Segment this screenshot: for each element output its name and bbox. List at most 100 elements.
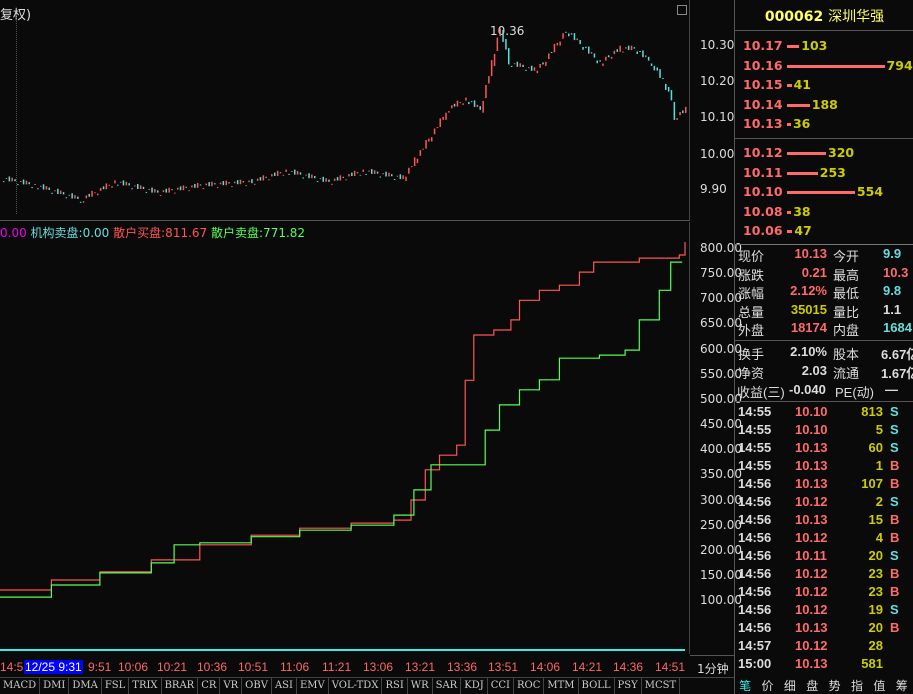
panel-tab[interactable]: 值	[873, 679, 886, 693]
indicator-tab[interactable]: KDJ	[461, 678, 488, 694]
trade-price: 10.12	[795, 638, 828, 653]
indicator-tab[interactable]: DMI	[40, 678, 70, 694]
ask-row[interactable]: 10.14 188	[743, 97, 838, 115]
panel-tab[interactable]: 笔	[739, 679, 752, 693]
price-bar	[182, 185, 185, 191]
stat-label: 股本	[833, 347, 860, 362]
selected-time[interactable]: 12/25 9:31	[24, 660, 83, 674]
panel-tab[interactable]: 筹	[895, 679, 908, 693]
time-label: 11:06	[280, 660, 310, 674]
indicator-tab[interactable]: RSI	[382, 678, 408, 694]
indicator-tab[interactable]: VOL-TDX	[329, 678, 383, 694]
indicator-tab[interactable]: FSL	[102, 678, 130, 694]
indicator-tab[interactable]: BOLL	[579, 678, 615, 694]
maximize-icon[interactable]	[677, 5, 687, 15]
ask-row[interactable]: 10.17 103	[743, 38, 827, 56]
indicator-tab[interactable]: OBV	[242, 678, 272, 694]
price-bar	[602, 63, 604, 66]
indicator-tabs: MACD DMI DMA FSL TRIX BRAR CR VR OBV ASI EMV VOL-TD…	[0, 677, 735, 694]
price-bar	[54, 190, 56, 192]
ask-row[interactable]: 10.15 41	[743, 77, 811, 95]
crosshair-line	[16, 14, 17, 214]
panel-tab[interactable]: 势	[828, 679, 841, 693]
stat-value: 2.03	[801, 363, 827, 378]
indicator-tick: 150.00	[700, 567, 742, 582]
price-bar	[596, 60, 598, 64]
trade-volume: 28	[868, 638, 883, 653]
price-bar	[42, 184, 45, 190]
price-bar	[630, 45, 633, 50]
stat-label: 换手	[738, 347, 765, 362]
price-bar	[456, 100, 459, 107]
price-chart-panel[interactable]: 复权) 10.36	[0, 0, 690, 221]
high-price-marker: 10.36	[490, 24, 525, 38]
price-bar	[71, 193, 73, 199]
price-bar	[510, 65, 513, 67]
bid-row[interactable]: 10.06 47	[743, 223, 812, 241]
bid-row[interactable]: 10.10 554	[743, 184, 883, 202]
indicator-tick: 100.00	[700, 593, 742, 608]
indicator-tab[interactable]: CR	[198, 678, 221, 694]
price-bar	[448, 111, 450, 113]
volume-bar	[786, 84, 792, 87]
bid-row[interactable]: 10.08 38	[743, 204, 811, 222]
level-volume: 253	[819, 164, 846, 180]
price-tick: 10.10	[700, 110, 735, 124]
trade-time: 14:56	[738, 566, 772, 581]
indicator-tab[interactable]: PSY	[615, 678, 642, 694]
ask-row[interactable]: 10.13 36	[743, 116, 810, 134]
indicator-tab[interactable]: BRAR	[162, 678, 199, 694]
ask-row[interactable]: 10.16 794	[743, 58, 913, 76]
indicator-tab[interactable]: WR	[408, 678, 433, 694]
price-bar	[639, 51, 641, 52]
indicator-tab[interactable]: MACD	[0, 678, 41, 694]
level-price: 10.11	[743, 164, 783, 180]
indicator-tab[interactable]: VR	[220, 678, 243, 694]
indicator-tab[interactable]: CCI	[488, 678, 514, 694]
price-bar	[188, 190, 190, 192]
price-bar	[336, 177, 339, 181]
stat-label: 内盘	[833, 323, 860, 338]
price-bar	[99, 187, 102, 191]
price-bar	[271, 174, 273, 177]
level-volume: 36	[792, 116, 811, 131]
indicator-panel[interactable]: 0.00 机构卖盘:0.00 散户买盘:811.67 散户卖盘:771.82	[0, 222, 690, 654]
price-bar	[174, 192, 176, 194]
legend-item: 散户买盘:811.67	[113, 226, 208, 240]
trade-price: 10.13	[795, 620, 828, 635]
price-bar	[254, 183, 256, 185]
bid-row[interactable]: 10.11 253	[743, 165, 846, 183]
panel-tab[interactable]: 价	[761, 679, 774, 693]
indicator-tab[interactable]: TRIX	[129, 678, 162, 694]
indicator-tab[interactable]: SAR	[433, 678, 462, 694]
indicator-tick: 500.00	[700, 391, 742, 406]
price-bar	[488, 76, 490, 84]
indicator-tab[interactable]: ASI	[272, 678, 297, 694]
indicator-tab[interactable]: MTM	[544, 678, 579, 694]
level-volume: 38	[793, 203, 811, 219]
indicator-tab[interactable]: MCST	[642, 678, 681, 694]
panel-tab[interactable]: 指	[851, 679, 864, 693]
price-bar	[622, 51, 624, 53]
price-bar	[413, 157, 416, 167]
price-bar	[682, 110, 684, 113]
price-bar	[157, 190, 159, 193]
trade-volume: 4	[875, 530, 883, 545]
price-bar	[114, 180, 116, 184]
trade-price: 10.13	[795, 440, 828, 455]
price-bar	[5, 178, 8, 179]
price-bar	[402, 175, 404, 180]
indicator-tab[interactable]: ROC	[514, 678, 545, 694]
bid-row[interactable]: 10.12 320	[743, 145, 854, 163]
indicator-tab[interactable]: EMV	[297, 678, 329, 694]
trade-time: 14:56	[738, 476, 772, 491]
time-label: 10:36	[197, 660, 228, 674]
period-selector[interactable]: 1分钟	[697, 662, 729, 676]
panel-tab[interactable]: 盘	[806, 679, 819, 693]
panel-tab[interactable]: 细	[783, 679, 796, 693]
price-bar	[570, 33, 573, 35]
price-bar	[411, 166, 413, 168]
series-line	[0, 261, 683, 598]
price-bar	[2, 181, 5, 183]
indicator-tab[interactable]: DMA	[69, 678, 102, 694]
